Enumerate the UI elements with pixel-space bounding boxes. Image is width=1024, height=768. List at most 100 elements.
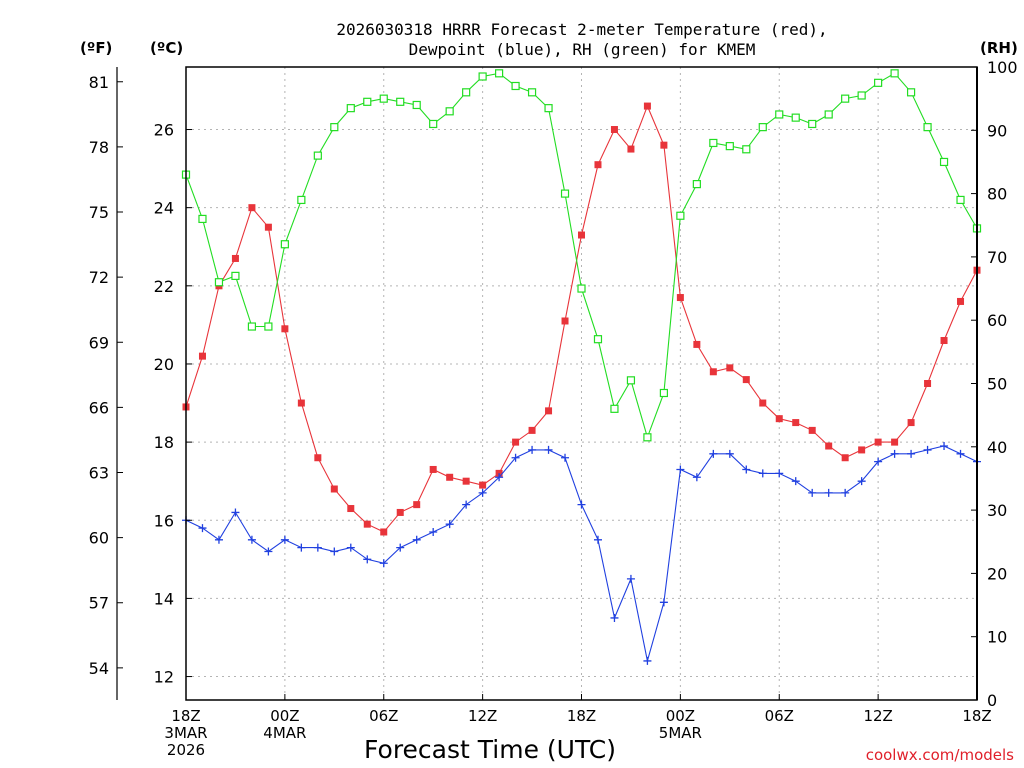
rh-point — [890, 69, 899, 78]
temperature-point — [627, 145, 635, 153]
x-tick-label: 06Z — [765, 707, 794, 725]
temperature-point — [396, 508, 404, 516]
rh-point — [824, 110, 833, 119]
fahrenheit-tick-label: 69 — [89, 333, 109, 352]
rh-point — [808, 119, 817, 129]
dewpoint-point — [857, 477, 866, 486]
rh-tick-label: 80 — [987, 185, 1007, 204]
rh-tick-label: 60 — [987, 311, 1007, 330]
dewpoint-point — [791, 477, 800, 486]
rh-point — [742, 145, 751, 154]
temperature-point — [413, 501, 421, 509]
dewpoint-point — [511, 453, 520, 462]
rh-point — [527, 88, 537, 97]
rh-point — [330, 123, 339, 132]
dewpoint-point — [577, 500, 586, 509]
celsius-tick-label: 26 — [154, 121, 174, 140]
rh-tick-label: 90 — [987, 121, 1007, 140]
temperature-point — [462, 477, 470, 485]
temperature-point — [281, 325, 289, 333]
rh-point — [874, 78, 883, 87]
temperature-point — [264, 223, 272, 231]
rh-unit-label: (RH) — [980, 39, 1018, 57]
dewpoint-point — [890, 449, 899, 458]
rh-point — [280, 240, 289, 249]
celsius-tick-label: 20 — [154, 355, 174, 374]
rh-point — [906, 88, 916, 97]
x-tick-label: 5MAR — [659, 724, 702, 742]
rh-point — [791, 113, 800, 122]
fahrenheit-tick-label: 63 — [89, 464, 109, 483]
fahrenheit-tick-label: 72 — [89, 268, 109, 287]
rh-point — [412, 100, 421, 110]
celsius-tick-label: 12 — [154, 668, 174, 687]
dewpoint-point — [462, 500, 471, 509]
rh-point — [709, 138, 718, 148]
rh-point — [676, 211, 685, 220]
temperature-point — [297, 399, 305, 407]
dewpoint-point — [923, 445, 932, 454]
temperature-point — [198, 352, 206, 360]
celsius-tick-label: 16 — [154, 511, 174, 530]
dewpoint-point — [742, 465, 751, 474]
dewpoint-point — [330, 547, 339, 556]
dewpoint-point — [495, 473, 504, 482]
rh-point — [939, 157, 949, 167]
x-tick-label: 12Z — [468, 707, 497, 725]
x-tick-label: 00Z — [270, 707, 299, 725]
x-tick-label: 4MAR — [263, 724, 306, 742]
rh-point — [445, 107, 454, 116]
rh-point — [247, 322, 257, 331]
grid-lines — [186, 67, 977, 700]
dewpoint-point — [775, 469, 784, 478]
temperature-point — [660, 141, 668, 149]
rh-point — [758, 123, 767, 132]
rh-point — [775, 110, 784, 119]
dewpoint-point — [593, 535, 602, 544]
rh-point — [841, 94, 850, 103]
fahrenheit-tick-label: 81 — [89, 73, 109, 92]
dewpoint-point — [280, 535, 289, 544]
dewpoint-point — [544, 445, 553, 454]
rh-point — [560, 189, 570, 198]
dewpoint-point — [231, 508, 240, 517]
plot-frame — [185, 66, 978, 701]
dewpoint-point — [247, 535, 256, 544]
fahrenheit-tick-label: 60 — [89, 529, 109, 548]
rh-point — [577, 284, 586, 293]
dewpoint-point — [528, 445, 537, 454]
rh-point — [231, 271, 240, 280]
temperature-point — [841, 454, 849, 462]
rh-tick-label: 0 — [987, 691, 997, 710]
rh-point — [923, 123, 932, 132]
temperature-point — [742, 376, 750, 384]
rh-point — [610, 404, 619, 413]
dewpoint-point — [379, 559, 388, 568]
x-tick-label: 06Z — [369, 707, 398, 725]
dewpoint-point — [940, 442, 949, 451]
rh-point — [198, 214, 207, 224]
temperature-point — [726, 364, 734, 372]
x-tick-label: 18Z — [171, 707, 200, 725]
celsius-tick-label: 18 — [154, 433, 174, 452]
x-tick-label: 12Z — [863, 707, 892, 725]
dewpoint-point — [824, 488, 833, 497]
rh-tick-label: 50 — [987, 375, 1007, 394]
dewpoint-point — [758, 469, 767, 478]
temperature-point — [429, 465, 437, 473]
rh-point — [429, 119, 438, 129]
temperature-point — [446, 473, 454, 481]
dewpoint-point — [313, 543, 322, 552]
x-axis-label: Forecast Time (UTC) — [364, 735, 616, 764]
dewpoint-point — [874, 457, 883, 466]
temperature-point — [709, 368, 717, 376]
chart-title-line1: 2026030318 HRRR Forecast 2-meter Tempera… — [336, 20, 827, 39]
dewpoint-point — [445, 520, 454, 529]
fahrenheit-tick-label: 75 — [89, 203, 109, 222]
temperature-point — [858, 446, 866, 454]
x-tick-label: 18Z — [962, 707, 991, 725]
fahrenheit-tick-label: 78 — [89, 138, 109, 157]
dewpoint-point — [264, 547, 273, 556]
dewpoint-point — [363, 555, 372, 564]
temperature-point — [594, 161, 602, 169]
